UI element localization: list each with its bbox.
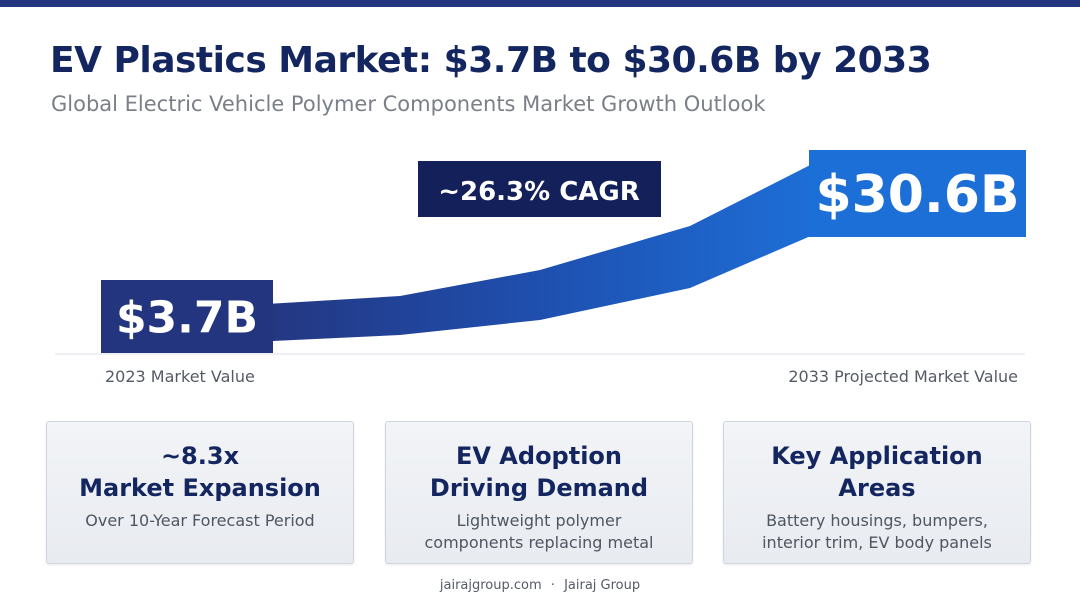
cagr-annotation: ~26.3% CAGR xyxy=(418,161,661,217)
card-market-expansion: ~8.3x Market Expansion Over 10-Year Fore… xyxy=(46,421,354,564)
card-title: ~8.3x Market Expansion xyxy=(79,442,321,502)
page-subtitle: Global Electric Vehicle Polymer Componen… xyxy=(51,92,766,116)
start-value-box xyxy=(101,280,273,353)
footer-company: Jairaj Group xyxy=(564,578,641,593)
card-ev-adoption: EV Adoption Driving Demand Lightweight p… xyxy=(385,421,693,564)
card-title: Key Application Areas xyxy=(771,442,983,502)
card-application-areas: Key Application Areas Battery housings, … xyxy=(723,421,1031,564)
end-axis-label: 2033 Projected Market Value xyxy=(788,367,1018,386)
footer-separator: · xyxy=(550,578,555,593)
card-title: EV Adoption Driving Demand xyxy=(429,442,649,502)
footer: jairajgroup.com · Jairaj Group xyxy=(0,578,1080,593)
card-description: Lightweight polymer components replacing… xyxy=(424,511,654,552)
growth-chart: ~26.3% CAGR $3.7B $30.6B xyxy=(55,150,1026,355)
growth-ribbon xyxy=(250,160,820,342)
top-accent-bar xyxy=(0,0,1080,7)
cagr-box xyxy=(418,161,661,217)
end-value-label: $30.6B xyxy=(815,165,1019,225)
insight-cards: ~8.3x Market Expansion Over 10-Year Fore… xyxy=(46,421,1034,566)
start-value-label: $3.7B xyxy=(116,292,258,343)
footer-site-link[interactable]: jairajgroup.com xyxy=(439,578,542,593)
cagr-label: ~26.3% CAGR xyxy=(438,177,640,207)
end-value-box xyxy=(809,150,1026,237)
card-description: Battery housings, bumpers, interior trim… xyxy=(762,511,992,552)
page-title: EV Plastics Market: $3.7B to $30.6B by 2… xyxy=(50,40,932,81)
card-description: Over 10-Year Forecast Period xyxy=(85,511,315,530)
start-axis-label: 2023 Market Value xyxy=(105,367,255,386)
